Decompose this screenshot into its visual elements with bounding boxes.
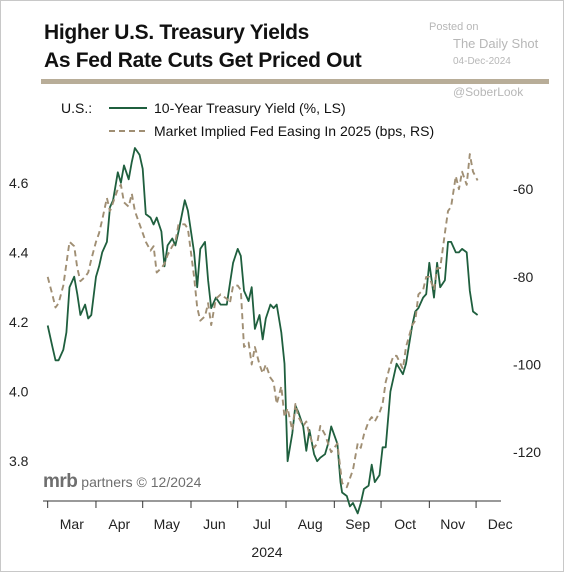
y-right-tick-label: -60 xyxy=(513,181,533,197)
chart-title-line1: Higher U.S. Treasury Yields xyxy=(44,21,310,44)
series-line-yield xyxy=(46,147,479,515)
x-tick-label: May xyxy=(154,516,180,532)
credit-logo: mrb xyxy=(43,471,78,492)
chart-title-line2: As Fed Rate Cuts Get Priced Out xyxy=(44,49,362,72)
legend-label-yield: 10-Year Treasury Yield (%, LS) xyxy=(154,100,346,116)
y-left-tick-label: 4.2 xyxy=(9,314,29,330)
y-right-tick-label: -80 xyxy=(513,269,533,285)
credit: mrb partners © 12/2024 xyxy=(43,471,201,493)
watermark-handle: @SoberLook xyxy=(453,85,524,99)
y-left-tick-label: 4.0 xyxy=(9,384,29,400)
x-tick-label: Jun xyxy=(203,516,226,532)
y-left-tick-label: 4.4 xyxy=(9,244,29,260)
legend: U.S.: 10-Year Treasury Yield (%, LS) Mar… xyxy=(61,100,434,139)
watermark-source: The Daily Shot xyxy=(453,36,539,51)
x-tick-label: Dec xyxy=(488,516,513,532)
y-right-tick-label: -120 xyxy=(513,444,541,460)
x-tick-label: Aug xyxy=(298,516,323,532)
y-right-tick-label: -100 xyxy=(513,357,541,373)
x-tick-label: Apr xyxy=(108,516,130,532)
credit-text: partners © 12/2024 xyxy=(81,474,202,490)
x-tick-label: Mar xyxy=(60,516,84,532)
legend-label-easing: Market Implied Fed Easing In 2025 (bps, … xyxy=(154,123,434,139)
x-tick-label: Oct xyxy=(394,516,416,532)
title-rule xyxy=(41,79,549,84)
watermark-posted: Posted on xyxy=(429,21,479,33)
watermark-date: 04-Dec-2024 xyxy=(453,56,511,67)
legend-prefix: U.S.: xyxy=(61,100,92,116)
y-left-tick-label: 4.6 xyxy=(9,175,29,191)
x-axis-label: 2024 xyxy=(251,544,282,560)
x-tick-label: Jul xyxy=(253,516,271,532)
y-left-tick-label: 3.8 xyxy=(9,453,29,469)
series-line-easing xyxy=(46,153,479,489)
x-tick-label: Sep xyxy=(345,516,370,532)
x-tick-label: Nov xyxy=(440,516,465,532)
